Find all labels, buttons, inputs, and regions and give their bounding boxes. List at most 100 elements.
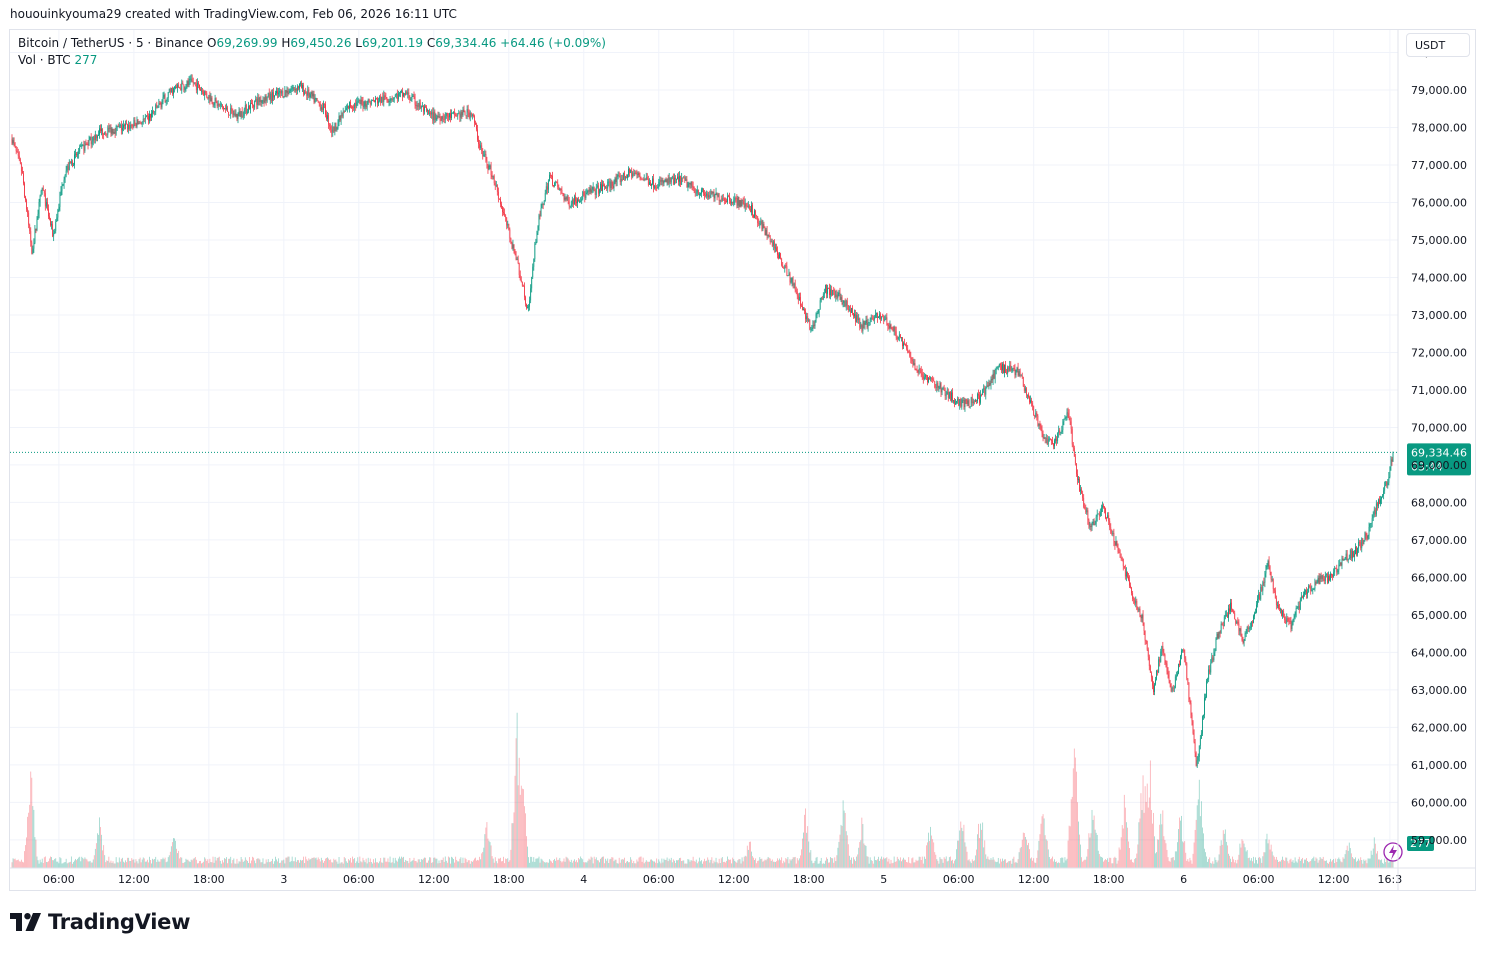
candle-body [1163,652,1165,655]
volume-bar [1021,839,1023,868]
candle-body [1245,633,1247,635]
volume-bar [995,862,997,868]
volume-bar [712,863,714,868]
volume-bar [1186,860,1188,868]
candle-body [282,90,284,98]
volume-bar [590,856,592,868]
volume-bar [403,856,404,868]
volume-bar [168,855,170,868]
x-tick-label: 18:00 [1093,873,1125,886]
volume-bar [53,860,55,868]
volume-bar [963,824,965,868]
candle-body [853,313,854,317]
candle-body [455,114,457,116]
grid [10,30,1398,868]
volume-bar [318,859,320,868]
volume-bar [1343,858,1345,868]
candle-body [163,94,165,97]
volume-bar [107,860,109,868]
volume-bar [73,862,74,868]
candle-body [881,316,883,320]
volume-bar [339,863,341,868]
volume-bar [1237,859,1239,868]
x-tick-label: 18:00 [793,873,825,886]
volume-bar [1016,862,1018,868]
volume-bar [419,861,421,868]
volume-bar [554,858,556,868]
volume-bar [896,856,898,868]
candle-body [908,351,910,353]
volume-bar [42,862,44,868]
volume-bar [811,860,813,868]
candle-body [1349,550,1351,559]
candle-body [818,309,820,313]
volume-bar [281,860,283,868]
volume-bar [177,853,178,868]
volume-bar [722,861,724,868]
candle-body [101,128,102,132]
volume-bar [1152,823,1153,868]
candle-body [265,96,267,101]
candle-body [841,297,843,304]
volume-bar [1315,857,1317,868]
volume-bar [529,862,531,868]
candle-body [1187,678,1189,683]
candle-body [569,205,571,207]
candle-body [47,202,48,209]
volume-bar [607,858,609,868]
candle-body [210,97,212,102]
volume-bar [465,859,467,868]
volume-bar [679,858,680,868]
candle-body [1300,596,1302,600]
candle-body [666,179,668,183]
candle-body [155,104,157,112]
volume-bar [501,861,502,868]
volume-bar [1011,863,1013,868]
candle-body [960,399,962,407]
volume-bar [1177,842,1178,868]
volume-bar [357,857,359,868]
candle-body [460,111,462,118]
candle-body [57,209,59,218]
volume-bar [935,854,937,868]
volume-bar [1270,844,1272,868]
currency-unit-button[interactable]: USDT [1406,33,1470,57]
candle-body [1019,371,1021,377]
candle-body [1147,649,1149,657]
tradingview-logo[interactable]: TradingView [10,910,190,934]
candle-body [257,97,259,105]
candle-body [626,177,627,179]
volume-bar [817,863,819,868]
candle-body [123,125,124,128]
symbol-name[interactable]: Bitcoin / TetherUS · 5 · Binance [18,36,204,50]
volume-bar [890,859,892,868]
volume-bar [742,861,744,868]
candle-body [597,185,599,194]
volume-bar [559,857,561,868]
volume-bar [433,857,435,868]
candle-body [740,200,742,207]
volume-bar [1081,857,1082,868]
volume-bar [387,858,389,868]
candle-body [623,172,625,178]
volume-bar [1012,858,1014,868]
candle-body [1049,438,1051,441]
volume-bar [321,860,323,868]
candle-body [83,145,85,151]
volume-label[interactable]: Vol · BTC [18,53,71,67]
candle-body [831,289,833,296]
candle-body [997,366,999,368]
volume-bar [391,862,393,868]
candle-body [652,178,653,184]
candle-body [710,191,712,198]
volume-bar [105,862,107,868]
candle-body [805,311,807,320]
volume-bar [1242,840,1244,868]
x-tick-label: 06:00 [343,873,375,886]
volume-bar [536,858,538,868]
volume-bar [1256,860,1257,868]
volume-bar [1127,827,1128,868]
volume-bar [711,857,713,868]
candle-body [44,193,46,207]
